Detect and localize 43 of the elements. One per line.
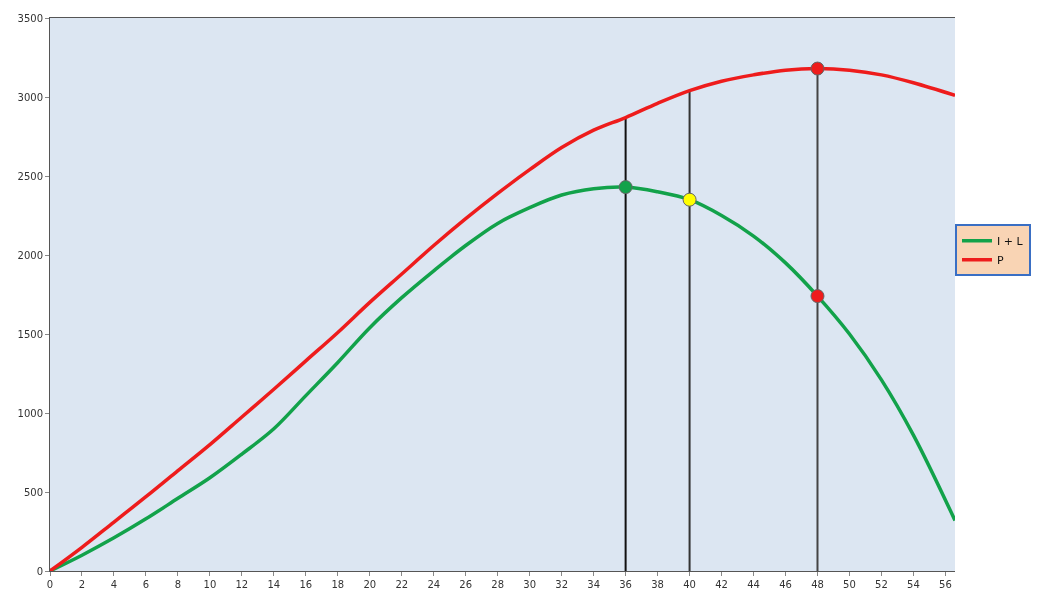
x-tick-label: 54: [907, 579, 920, 590]
x-tick-label: 30: [523, 579, 537, 590]
x-tick-label: 52: [875, 579, 888, 590]
x-tick-label: 28: [491, 579, 505, 590]
x-tick-label: 40: [683, 579, 696, 590]
x-tick-label: 34: [587, 579, 601, 590]
x-tick-label: 18: [331, 579, 345, 590]
y-tick-label: 0: [36, 565, 43, 577]
y-tick-label: 1500: [17, 328, 43, 340]
x-tick-label: 32: [555, 579, 569, 590]
x-tick-label: 42: [715, 579, 728, 590]
y-tick-label: 2500: [17, 170, 43, 182]
x-tick-label: 56: [939, 579, 952, 590]
x-tick-label: 10: [203, 579, 217, 590]
y-tick-label: 2000: [17, 249, 43, 261]
point: [618, 180, 633, 195]
x-tick-label: 22: [395, 579, 409, 590]
x-tick-label: 0: [46, 579, 54, 590]
y-tick-label: 3000: [17, 91, 43, 103]
x-tick-label: 38: [651, 579, 664, 590]
x-tick-label: 26: [459, 579, 473, 590]
x-tick-label: 12: [235, 579, 249, 590]
x-tick-label: 14: [267, 579, 281, 590]
y-tick-label: 500: [23, 486, 43, 498]
x-tick-label: 16: [299, 579, 313, 590]
x-tick-label: 8: [174, 579, 182, 590]
x-tick-label: 48: [811, 579, 824, 590]
x-tick-label: 24: [427, 579, 441, 590]
x-tick-label: 50: [843, 579, 856, 590]
x-tick-label: 46: [779, 579, 792, 590]
point: [810, 61, 825, 76]
point: [682, 192, 697, 207]
legend-label: P: [997, 254, 1004, 268]
x-tick-label: 4: [110, 579, 118, 590]
x-tick-label: 6: [142, 579, 150, 590]
x-tick-label: 44: [747, 579, 760, 590]
y-tick-label: 3500: [17, 12, 43, 24]
y-tick-label: 1000: [17, 407, 43, 419]
x-tick-label: 2: [78, 579, 86, 590]
point: [810, 289, 825, 304]
x-tick-label: 36: [619, 579, 632, 590]
legend-label: I + L: [997, 235, 1024, 249]
x-tick-label: 20: [363, 579, 377, 590]
